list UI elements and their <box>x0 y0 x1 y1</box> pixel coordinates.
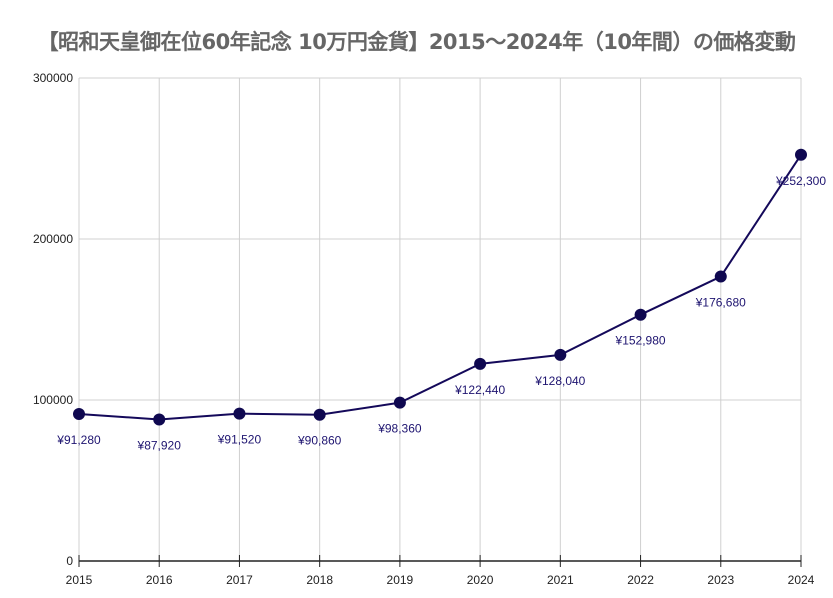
data-point <box>795 148 807 161</box>
x-tick-label: 2018 <box>306 573 333 587</box>
series-line <box>78 154 802 421</box>
x-tick-label: 2017 <box>226 573 253 587</box>
y-tick-label: 100000 <box>33 393 73 407</box>
data-label: ¥90,860 <box>297 434 342 448</box>
data-point <box>393 396 406 409</box>
x-tick-label: 2016 <box>146 573 173 587</box>
x-tick-label: 2023 <box>707 573 734 587</box>
y-tick-label: 300000 <box>33 71 73 85</box>
data-label: ¥128,040 <box>534 374 585 388</box>
data-label: ¥91,520 <box>217 433 262 447</box>
x-tick-label: 2022 <box>627 573 654 587</box>
chart-title: 【昭和天皇御在位60年記念 10万円金貨】2015～2024年（10年間）の価格… <box>37 30 796 54</box>
x-tick-label: 2021 <box>547 573 574 587</box>
data-point <box>73 408 85 421</box>
x-tick-label: 2015 <box>66 573 93 587</box>
y-tick-label: 0 <box>66 554 73 568</box>
y-tick-label: 200000 <box>33 232 73 246</box>
data-point <box>233 407 246 420</box>
data-label: ¥152,980 <box>615 334 666 348</box>
data-point <box>313 408 326 421</box>
data-label: ¥98,360 <box>377 422 422 436</box>
x-tick-label: 2020 <box>467 573 494 587</box>
data-label: ¥252,300 <box>775 174 826 188</box>
data-label: ¥122,440 <box>454 383 505 397</box>
x-tick-label: 2019 <box>387 573 414 587</box>
data-label: ¥176,680 <box>695 296 746 310</box>
data-label: ¥91,280 <box>56 433 101 447</box>
data-point <box>714 270 727 283</box>
data-label: ¥87,920 <box>137 438 182 452</box>
data-point <box>153 413 166 426</box>
data-point <box>554 348 567 361</box>
data-point <box>474 357 487 370</box>
x-tick-label: 2024 <box>788 573 815 587</box>
data-point <box>634 308 647 321</box>
